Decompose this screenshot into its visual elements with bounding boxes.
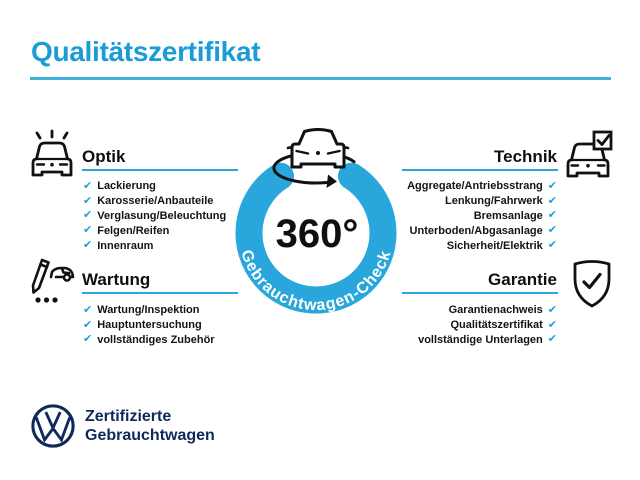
checklist-item-label: Unterboden/Abgasanlage (409, 224, 543, 237)
check-icon: ✔ (83, 239, 93, 252)
checklist-item: ✔ Verglasung/Beleuchtung (83, 209, 226, 224)
check-icon: ✔ (547, 194, 557, 207)
checklist-optik: ✔ Lackierung ✔ Karosserie/Anbauteile ✔ Verg… (83, 179, 226, 253)
section-title-wartung: Wartung (82, 270, 151, 289)
checklist-item: ✔ Garantienachweis (300, 303, 557, 318)
360-check-badge: Gebrauchtwagen-Check 360° (235, 128, 397, 314)
check-icon: ✔ (547, 239, 557, 252)
checklist-item: ✔ Bremsanlage (300, 209, 557, 224)
checklist-technik: ✔ Aggregate/Antriebsstrang ✔ Lenkung/Fahrw… (300, 179, 557, 253)
checklist-item: ✔ Felgen/Reifen (83, 223, 226, 238)
checklist-item: ✔ Hauptuntersuchung (83, 318, 215, 333)
check-icon: ✔ (547, 209, 557, 222)
check-icon: ✔ (547, 224, 557, 237)
section-underline (402, 292, 558, 295)
checklist-item-label: Wartung/Inspektion (97, 304, 200, 317)
checklist-item-label: Hauptuntersuchung (97, 319, 202, 332)
check-icon: ✔ (83, 179, 93, 192)
checklist-item: ✔ vollständiges Zubehör (83, 333, 215, 348)
section-title-technik: Technik (494, 147, 557, 166)
checklist-item: ✔ Lenkung/Fahrwerk (300, 194, 557, 209)
checklist-item-label: Qualitätszertifikat (450, 319, 543, 332)
checklist-item-label: Bremsanlage (473, 209, 543, 222)
checklist-item-label: Sicherheit/Elektrik (446, 239, 543, 252)
section-title-garantie: Garantie (488, 270, 557, 289)
ring-arc (235, 162, 397, 314)
brand-line-2: Gebrauchtwagen (85, 427, 215, 444)
checklist-item: ✔ vollständige Unterlagen (300, 333, 557, 348)
checklist-garantie: ✔ Garantienachweis ✔ Qualitätszertifikat ✔… (300, 303, 557, 347)
checklist-item: ✔ Unterboden/Abgasanlage (300, 223, 557, 238)
car-front-icon (286, 128, 350, 169)
shield-check-icon (573, 260, 611, 308)
check-icon: ✔ (83, 224, 93, 237)
rotation-arrow-head (326, 174, 337, 188)
checklist-item-label: Karosserie/Anbauteile (97, 195, 214, 208)
checklist-item: ✔ Qualitätszertifikat (300, 318, 557, 333)
checklist-item-label: Verglasung/Beleuchtung (97, 209, 227, 222)
check-icon: ✔ (547, 179, 557, 192)
page-title: Qualitätszertifikat (31, 36, 261, 67)
check-icon: ✔ (83, 194, 93, 207)
check-icon: ✔ (547, 333, 557, 346)
checklist-item-label: Garantienachweis (448, 304, 543, 317)
brand-lockup: Zertifizierte Gebrauchtwagen (85, 407, 215, 445)
check-icon: ✔ (83, 333, 93, 346)
checklist-item-label: Aggregate/Antriebsstrang (407, 180, 543, 193)
car-checkbox-icon (566, 130, 613, 178)
checklist-item: ✔ Wartung/Inspektion (83, 303, 215, 318)
checklist-item-label: vollständige Unterlagen (418, 333, 543, 346)
check-icon: ✔ (83, 209, 93, 222)
checklist-item-label: Lenkung/Fahrwerk (444, 195, 543, 208)
title-divider (30, 77, 611, 80)
checklist-item-label: Innenraum (97, 239, 154, 252)
checklist-wartung: ✔ Wartung/Inspektion ✔ Hauptuntersuchung ✔… (83, 303, 215, 347)
checklist-item-label: vollständiges Zubehör (97, 333, 215, 346)
checklist-item-label: Lackierung (97, 180, 156, 193)
check-icon: ✔ (83, 318, 93, 331)
section-underline (402, 169, 558, 172)
car-shine-icon (31, 129, 73, 177)
brand-line-1: Zertifizierte (85, 408, 172, 425)
section-underline (82, 292, 238, 295)
check-icon: ✔ (547, 318, 557, 331)
section-underline (82, 169, 238, 172)
checklist-item: ✔ Innenraum (83, 238, 226, 253)
360-label: 360° (276, 212, 359, 256)
check-icon: ✔ (547, 303, 557, 316)
pencil-checklist-car-icon (31, 258, 75, 303)
check-icon: ✔ (83, 303, 93, 316)
section-title-optik: Optik (82, 147, 126, 166)
checklist-item-label: Felgen/Reifen (97, 224, 170, 237)
checklist-item: ✔ Aggregate/Antriebsstrang (300, 179, 557, 194)
checklist-item: ✔ Sicherheit/Elektrik (300, 238, 557, 253)
checklist-item: ✔ Lackierung (83, 179, 226, 194)
vw-logo (31, 404, 75, 448)
checklist-item: ✔ Karosserie/Anbauteile (83, 194, 226, 209)
